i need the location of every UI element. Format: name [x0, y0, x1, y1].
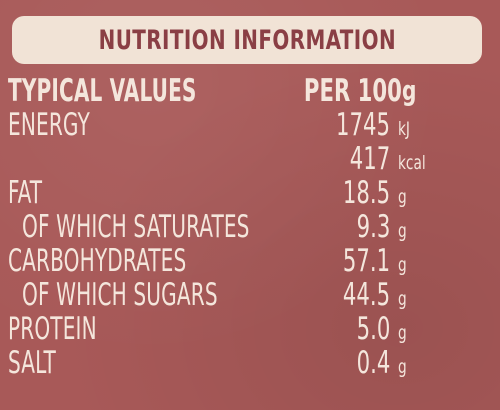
nutrient-row-energy-kj: ENERGY 1745 kJ [8, 108, 488, 142]
nutrient-row-saturates: OF WHICH SATURATES 9.3 g [8, 210, 488, 244]
nutrient-unit: g [398, 322, 407, 344]
nutrient-row-salt: SALT 0.4 g [8, 346, 488, 380]
nutrient-unit: kJ [398, 118, 410, 140]
nutrient-name: FAT [8, 175, 43, 211]
nutrient-name: ENERGY [8, 107, 90, 143]
nutrient-name: PROTEIN [8, 311, 97, 347]
header-row: TYPICAL VALUES PER 100 g [8, 74, 488, 108]
nutrient-unit: g [398, 186, 407, 208]
nutrient-value: 44.5 [342, 277, 390, 313]
nutrient-value: 1745 [336, 107, 390, 143]
nutrient-row-carbohydrates: CARBOHYDRATES 57.1 g [8, 244, 488, 278]
nutrient-value: 57.1 [342, 243, 390, 279]
nutrient-value: 417 [349, 141, 390, 177]
nutrient-unit: g [398, 288, 407, 310]
nutrient-unit: g [398, 254, 407, 276]
nutrient-row-fat: FAT 18.5 g [8, 176, 488, 210]
header-typical-values: TYPICAL VALUES [8, 73, 197, 109]
nutrient-name: OF WHICH SATURATES [22, 209, 250, 245]
nutrition-table: TYPICAL VALUES PER 100 g ENERGY 1745 kJ … [8, 74, 488, 380]
nutrient-value: 0.4 [356, 345, 390, 381]
nutrient-unit: kcal [398, 152, 426, 174]
nutrient-name: SALT [8, 345, 56, 381]
nutrient-unit: g [398, 220, 407, 242]
nutrient-name: OF WHICH SUGARS [22, 277, 218, 313]
label-title: NUTRITION INFORMATION [98, 24, 396, 56]
nutrient-value: 5.0 [356, 311, 390, 347]
nutrient-value: 9.3 [356, 209, 390, 245]
header-per-100: PER 100 [304, 73, 402, 109]
title-banner: NUTRITION INFORMATION [12, 16, 482, 64]
nutrient-name: CARBOHYDRATES [8, 243, 187, 279]
nutrient-unit: g [398, 356, 407, 378]
nutrient-value: 18.5 [342, 175, 390, 211]
nutrient-row-energy-kcal: 417 kcal [8, 142, 488, 176]
header-unit: g [402, 74, 417, 107]
nutrient-row-protein: PROTEIN 5.0 g [8, 312, 488, 346]
nutrient-row-sugars: OF WHICH SUGARS 44.5 g [8, 278, 488, 312]
